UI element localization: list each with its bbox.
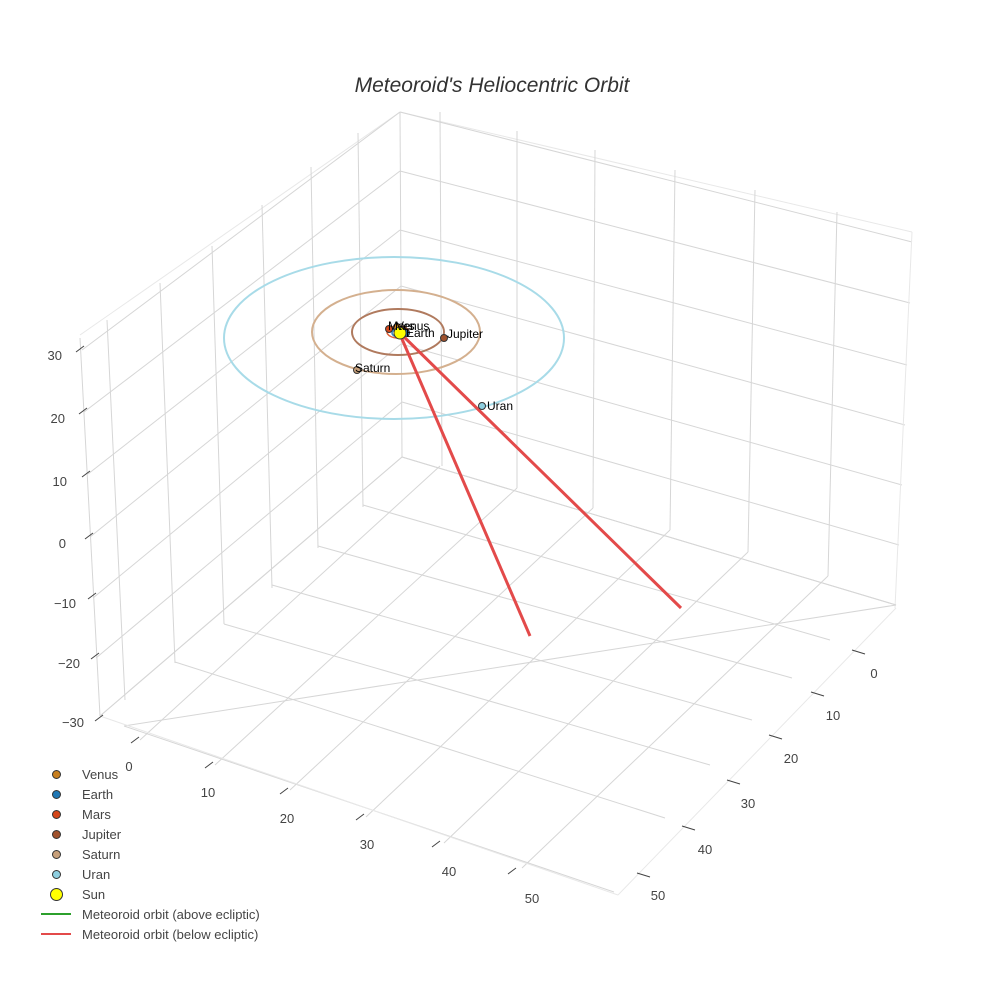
legend-item-earth[interactable]: Earth [38, 784, 260, 804]
saturn-label: Saturn [355, 361, 390, 375]
legend-item-orbit-below[interactable]: Meteoroid orbit (below ecliptic) [38, 924, 260, 944]
mars-label: Mars [388, 319, 415, 333]
y-tick-label: 0 [870, 666, 877, 681]
legend-item-sun[interactable]: Sun [38, 884, 260, 904]
planet-orbits [223, 256, 565, 420]
point-labels: Mars Venus Earth Jupiter Saturn Uran [355, 319, 513, 413]
legend-item-venus[interactable]: Venus [38, 764, 260, 784]
red-line-icon [38, 924, 74, 944]
x-axis: 0 10 20 30 40 50 [125, 736, 539, 906]
legend-item-uran[interactable]: Uran [38, 864, 260, 884]
legend-label: Uran [82, 866, 111, 882]
z-tick-label: 30 [48, 348, 62, 363]
z-tick-label: −20 [58, 656, 80, 671]
x-tick-label: 30 [360, 837, 374, 852]
y-tick-label: 40 [698, 842, 712, 857]
legend-item-jupiter[interactable]: Jupiter [38, 824, 260, 844]
jupiter-marker [440, 334, 448, 342]
z-tick-label: −30 [62, 715, 84, 730]
jupiter-dot-icon [38, 824, 74, 844]
uran-dot-icon [38, 864, 74, 884]
saturn-dot-icon [38, 844, 74, 864]
legend-item-mars[interactable]: Mars [38, 804, 260, 824]
jupiter-label: Jupiter [447, 327, 483, 341]
z-tick-label: 0 [59, 536, 66, 551]
meteoroid-orbit-below [397, 330, 683, 637]
legend-label: Venus [82, 766, 119, 782]
saturn-orbit [311, 289, 481, 375]
sun-dot-icon [38, 884, 74, 904]
legend-item-saturn[interactable]: Saturn [38, 844, 260, 864]
x-tick-label: 50 [525, 891, 539, 906]
saturn-marker [353, 366, 361, 374]
z-tick-label: 10 [53, 474, 67, 489]
grid-back-right-wall [399, 111, 913, 609]
z-tick-label: −10 [54, 596, 76, 611]
z-axis: 30 20 10 0 −10 −20 −30 [48, 345, 104, 730]
legend: Venus Earth Mars Jupiter Saturn Uran Sun… [38, 764, 260, 944]
grid-back-left-wall [79, 111, 403, 717]
x-tick-label: 20 [280, 811, 294, 826]
legend-label: Meteoroid orbit (above ecliptic) [82, 906, 260, 922]
uran-marker [478, 402, 486, 410]
planet-markers [353, 323, 486, 410]
legend-label: Mars [82, 806, 111, 822]
sun-marker [393, 326, 407, 340]
legend-label: Sun [82, 886, 106, 902]
legend-label: Saturn [82, 846, 121, 862]
venus-dot-icon [38, 764, 74, 784]
y-tick-label: 30 [741, 796, 755, 811]
y-tick-label: 20 [784, 751, 798, 766]
earth-label: Earth [406, 326, 435, 340]
x-tick-label: 0 [125, 759, 132, 774]
uran-orbit [223, 256, 565, 420]
grid-floor [99, 456, 897, 896]
mars-marker [385, 325, 393, 333]
earth-dot-icon [38, 784, 74, 804]
y-axis: 0 10 20 30 40 50 [636, 649, 878, 903]
legend-label: Earth [82, 786, 114, 802]
jupiter-orbit [351, 308, 445, 356]
x-tick-label: 10 [201, 785, 215, 800]
x-tick-label: 40 [442, 864, 456, 879]
legend-label: Meteoroid orbit (below ecliptic) [82, 926, 259, 942]
y-tick-label: 10 [826, 708, 840, 723]
y-tick-label: 50 [651, 888, 665, 903]
mars-dot-icon [38, 804, 74, 824]
chart-title: Meteoroid's Heliocentric Orbit [354, 74, 630, 97]
uran-label: Uran [487, 399, 513, 413]
z-tick-label: 20 [51, 411, 65, 426]
venus-label: Venus [396, 319, 429, 333]
green-line-icon [38, 904, 74, 924]
legend-label: Jupiter [82, 826, 122, 842]
legend-item-orbit-above[interactable]: Meteoroid orbit (above ecliptic) [38, 904, 260, 924]
